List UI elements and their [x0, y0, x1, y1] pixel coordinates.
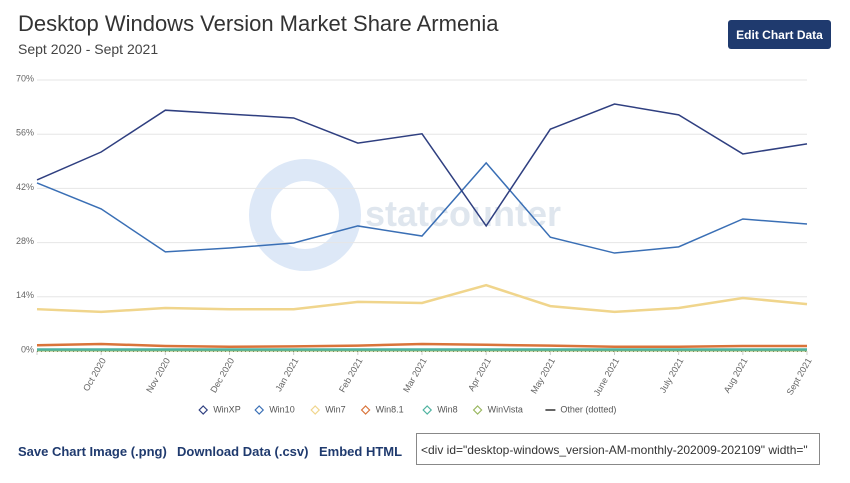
y-tick-label: 14% [16, 290, 34, 300]
embed-code-input[interactable]: <div id="desktop-windows_version-AM-mont… [416, 433, 820, 465]
legend-label: Win10 [269, 404, 295, 414]
x-tick-label: Mar 2021 [401, 356, 429, 394]
series-line [36, 342, 807, 348]
x-tick-label: Dec 2020 [208, 356, 236, 394]
series-line [36, 103, 808, 228]
chart: Desktop Windows Version Market Share Arm… [16, 11, 814, 415]
x-tick-label: Feb 2021 [337, 356, 365, 394]
watermark-logo [249, 159, 361, 271]
series-line [36, 161, 808, 254]
x-tick-label: Apr 2021 [466, 356, 493, 393]
legend-symbol [198, 405, 209, 415]
edit-chart-button[interactable]: Edit Chart Data [728, 20, 831, 49]
chart-title: Desktop Windows Version Market Share Arm… [18, 11, 499, 36]
x-tick-label: June 2021 [592, 356, 622, 397]
legend-label: WinVista [488, 404, 523, 414]
x-tick-label: May 2021 [529, 356, 557, 395]
download-data-link[interactable]: Download Data (.csv) [177, 444, 309, 459]
y-tick-label: 0% [21, 344, 34, 354]
legend-label: Win8 [437, 404, 458, 414]
embed-html-label: Embed HTML [319, 444, 403, 459]
series-line [36, 283, 808, 314]
save-image-link[interactable]: Save Chart Image (.png) [18, 444, 167, 459]
legend-label: WinXP [213, 404, 241, 414]
x-tick-label: Sept 2021 [785, 356, 814, 397]
x-tick-label: Nov 2020 [144, 356, 172, 394]
legend-symbol [472, 405, 483, 415]
legend-symbol [422, 405, 433, 415]
legend-label: Other (dotted) [560, 404, 616, 414]
y-tick-label: 42% [16, 182, 34, 192]
y-tick-label: 70% [16, 73, 34, 83]
legend-symbol [360, 405, 371, 415]
watermark: statcounter [365, 193, 561, 234]
legend-label: Win7 [325, 404, 346, 414]
chart-subtitle: Sept 2020 - Sept 2021 [18, 41, 158, 57]
legend-symbol [254, 405, 265, 415]
x-tick-label: Oct 2020 [81, 356, 108, 393]
x-tick-label: Jan 2021 [273, 356, 300, 393]
legend-label: Win8.1 [376, 404, 404, 414]
x-tick-label: July 2021 [658, 356, 686, 394]
y-tick-label: 28% [16, 236, 34, 246]
y-tick-label: 56% [16, 128, 34, 138]
legend-symbol [310, 405, 321, 415]
x-tick-label: Aug 2021 [722, 356, 750, 394]
